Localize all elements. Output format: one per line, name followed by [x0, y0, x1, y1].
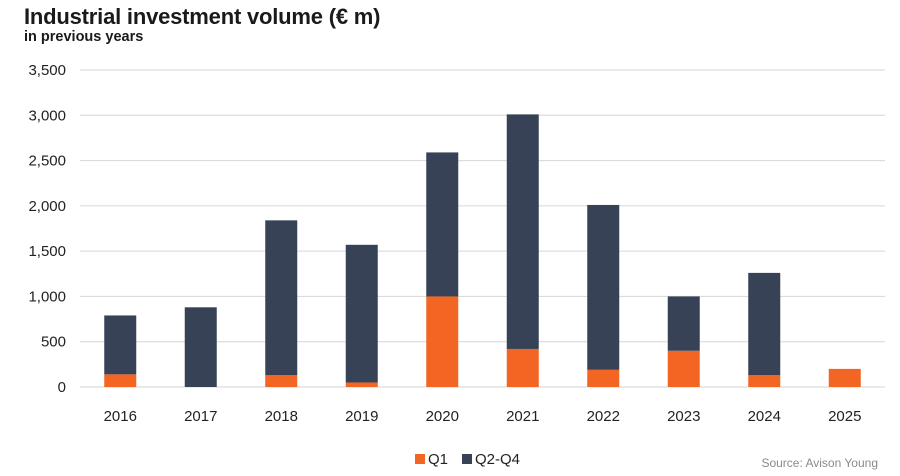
- bar-q2q4-2018: [265, 220, 298, 376]
- bar-q2q4-2023: [667, 296, 700, 351]
- legend: Q1 Q2-Q4: [415, 451, 520, 468]
- x-tick-label: 2021: [506, 408, 539, 425]
- bar-q1-2025: [828, 368, 861, 387]
- x-tick-label: 2016: [104, 408, 137, 425]
- y-tick-label: 3,000: [28, 107, 66, 124]
- bars: [104, 114, 861, 387]
- legend-label: Q2-Q4: [475, 451, 520, 468]
- x-tick-label: 2022: [587, 408, 620, 425]
- legend-swatch: [415, 454, 425, 464]
- bar-q2q4-2020: [426, 152, 459, 297]
- y-tick-label: 1,500: [28, 243, 66, 260]
- legend-label: Q1: [428, 451, 448, 468]
- x-tick-label: 2019: [345, 408, 378, 425]
- x-tick-label: 2018: [265, 408, 298, 425]
- chart-subtitle: in previous years: [24, 29, 144, 45]
- bar-q2q4-2024: [748, 272, 781, 376]
- source-note: Source: Avison Young: [761, 456, 878, 470]
- bar-q2q4-2016: [104, 315, 137, 375]
- bar-q1-2018: [265, 375, 298, 387]
- bar-q1-2023: [667, 350, 700, 387]
- bar-q2q4-2021: [506, 114, 539, 349]
- y-tick-label: 2,500: [28, 153, 66, 170]
- bar-q1-2016: [104, 374, 137, 387]
- bar-q1-2024: [748, 375, 781, 387]
- x-tick-label: 2020: [426, 408, 459, 425]
- y-tick-label: 3,500: [28, 62, 66, 79]
- bar-q1-2020: [426, 296, 459, 387]
- chart-title: Industrial investment volume (€ m): [24, 4, 381, 29]
- x-tick-label: 2017: [184, 408, 217, 425]
- y-tick-label: 1,000: [28, 288, 66, 305]
- y-tick-label: 500: [41, 334, 66, 351]
- x-axis-ticks: 2016 2017 2018 2019 2020 2021 2022 2023 2024 2025: [104, 408, 862, 425]
- bar-q1-2021: [506, 348, 539, 387]
- y-axis-ticks: 0 500 1,000 1,500 2,000 2,500 3,000 3,500: [28, 62, 66, 396]
- bar-q1-2019: [345, 382, 378, 387]
- x-tick-label: 2024: [748, 408, 781, 425]
- y-tick-label: 0: [58, 379, 66, 396]
- bar-q2q4-2019: [345, 244, 378, 383]
- x-tick-label: 2023: [667, 408, 700, 425]
- bar-q2q4-2017: [184, 307, 217, 387]
- bar-q1-2022: [587, 369, 620, 387]
- y-tick-label: 2,000: [28, 198, 66, 215]
- legend-swatch: [462, 454, 472, 464]
- bar-q2q4-2022: [587, 204, 620, 370]
- x-tick-label: 2025: [828, 408, 861, 425]
